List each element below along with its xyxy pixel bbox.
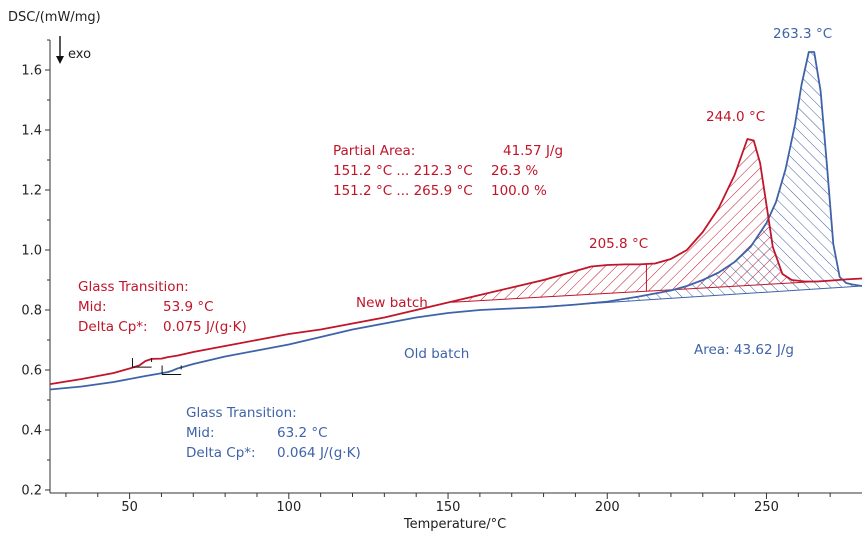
series-lines	[50, 51, 862, 391]
y-ticks: 0.2 0.4 0.6 0.8 1.0 1.2 1.4 1.6	[21, 39, 50, 499]
peak-label-263: 263.3 °C	[773, 26, 832, 42]
x-tick-label: 50	[121, 500, 138, 515]
y-tick-label: 0.4	[21, 424, 42, 439]
y-axis-title: DSC/(mW/mg)	[8, 10, 101, 25]
x-tick-label: 250	[754, 500, 779, 515]
new-batch-area-hatch	[451, 139, 818, 303]
x-tick-label: 200	[595, 500, 620, 515]
svg-text:151.2 °C ... 212.3 °C: 151.2 °C ... 212.3 °C	[333, 163, 473, 179]
peak-label-205: 205.8 °C	[589, 236, 648, 252]
svg-text:Mid:: Mid:	[78, 299, 107, 315]
svg-text:100.0 %: 100.0 %	[491, 183, 547, 199]
exo-arrow-icon	[56, 36, 64, 64]
y-tick-label: 1.0	[21, 244, 42, 259]
peak-label-244: 244.0 °C	[706, 109, 765, 125]
y-tick-label: 1.6	[21, 64, 42, 79]
x-ticks: 50 100 150 200 250	[65, 493, 831, 515]
new-batch-label: New batch	[356, 295, 428, 311]
y-tick-label: 0.2	[21, 484, 42, 499]
svg-text:Glass Transition:: Glass Transition:	[186, 405, 297, 421]
area-old-label: Area: 43.62 J/g	[694, 342, 794, 358]
old-batch-label: Old batch	[404, 346, 469, 362]
svg-text:Delta Cp*:: Delta Cp*:	[78, 319, 148, 335]
old-batch-line	[50, 51, 862, 391]
svg-text:63.2 °C: 63.2 °C	[277, 425, 328, 441]
new-batch-line	[50, 138, 862, 385]
svg-text:Delta Cp*:: Delta Cp*:	[186, 445, 256, 461]
svg-text:0.064 J/(g·K): 0.064 J/(g·K)	[277, 445, 361, 461]
svg-text:0.075 J/(g·K): 0.075 J/(g·K)	[163, 319, 247, 335]
y-tick-label: 0.6	[21, 364, 42, 379]
svg-text:Partial Area:: Partial Area:	[333, 143, 415, 159]
svg-text:Glass Transition:: Glass Transition:	[78, 279, 189, 295]
x-tick-label: 150	[436, 500, 461, 515]
glass-transition-markers	[131, 358, 182, 375]
svg-text:41.57 J/g: 41.57 J/g	[503, 143, 563, 159]
glass-transition-red-annotation: Glass Transition: Mid: 53.9 °C Delta Cp*…	[78, 279, 247, 335]
y-tick-label: 0.8	[21, 304, 42, 319]
partial-area-annotation: Partial Area: 41.57 J/g 151.2 °C ... 212…	[333, 143, 563, 199]
y-tick-label: 1.2	[21, 184, 42, 199]
old-batch-area-hatch	[527, 52, 862, 308]
exo-label: exo	[68, 47, 91, 62]
x-tick-label: 100	[276, 500, 301, 515]
new-batch-area-baseline	[451, 281, 818, 303]
svg-text:151.2 °C ... 265.9 °C: 151.2 °C ... 265.9 °C	[333, 183, 473, 199]
svg-text:Mid:: Mid:	[186, 425, 215, 441]
glass-transition-blue-annotation: Glass Transition: Mid: 63.2 °C Delta Cp*…	[186, 405, 361, 461]
y-tick-label: 1.4	[21, 124, 42, 139]
x-axis-title: Temperature/°C	[403, 517, 506, 532]
svg-text:26.3 %: 26.3 %	[491, 163, 538, 179]
svg-text:53.9 °C: 53.9 °C	[163, 299, 214, 315]
